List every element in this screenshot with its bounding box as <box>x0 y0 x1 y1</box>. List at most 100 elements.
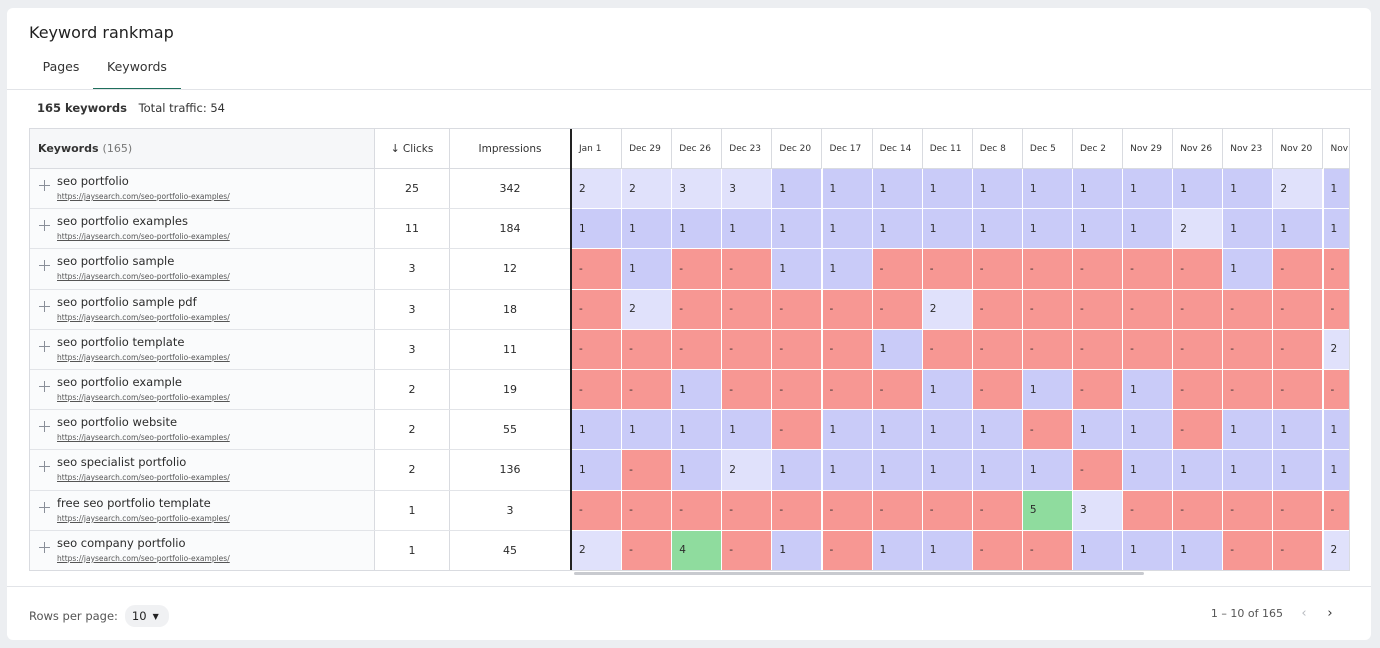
rank-cell[interactable]: - <box>1073 289 1124 330</box>
rank-cell[interactable]: - <box>1223 289 1274 330</box>
expand-plus-icon[interactable] <box>39 461 50 473</box>
table-row[interactable]: seo company portfolio https://jaysearch.c… <box>30 530 570 570</box>
rank-cell[interactable]: - <box>722 329 773 370</box>
rank-cell[interactable]: 1 <box>572 410 623 451</box>
rank-cell[interactable]: - <box>772 289 823 330</box>
rank-cell[interactable]: 1 <box>1323 450 1349 491</box>
rank-cell[interactable]: 1 <box>1273 410 1324 451</box>
tab-keywords[interactable]: Keywords <box>93 58 181 90</box>
rank-cell[interactable]: 1 <box>1123 410 1174 451</box>
date-column-header[interactable]: Dec 14 <box>872 129 923 169</box>
previous-page-icon[interactable]: ‹ <box>1301 606 1307 621</box>
rank-cell[interactable]: 1 <box>822 410 873 451</box>
rank-cell[interactable]: 1 <box>1323 209 1349 250</box>
rank-cell[interactable]: 1 <box>822 249 873 290</box>
rank-cell[interactable]: - <box>722 530 773 570</box>
rank-cell[interactable]: - <box>772 490 823 531</box>
rank-cell[interactable]: 2 <box>622 169 673 210</box>
date-column-header[interactable]: Dec 11 <box>922 129 973 169</box>
rank-cell[interactable]: 1 <box>822 169 873 210</box>
rank-cell[interactable]: - <box>822 490 873 531</box>
rank-cell[interactable]: 3 <box>722 169 773 210</box>
rank-cell[interactable]: - <box>822 329 873 370</box>
rank-cell[interactable]: 1 <box>1173 450 1224 491</box>
rank-cell[interactable]: 1 <box>1323 410 1349 451</box>
table-row[interactable]: seo portfolio example https://jaysearch.c… <box>30 370 570 411</box>
table-row[interactable]: seo portfolio website https://jaysearch.c… <box>30 410 570 451</box>
rank-cell[interactable]: 1 <box>672 410 723 451</box>
rank-cell[interactable]: - <box>1173 249 1224 290</box>
rank-cell[interactable]: 1 <box>1073 209 1124 250</box>
rank-cell[interactable]: - <box>1022 530 1073 570</box>
keyword-url-link[interactable]: https://jaysearch.com/seo-portfolio-exam… <box>57 272 230 282</box>
date-column-header[interactable]: Dec 23 <box>722 129 773 169</box>
rank-cell[interactable]: 1 <box>922 450 973 491</box>
date-column-header[interactable]: Dec 5 <box>1022 129 1073 169</box>
rank-cell[interactable]: 1 <box>622 209 673 250</box>
rank-cell[interactable]: - <box>972 370 1023 411</box>
rank-cell[interactable]: 1 <box>772 530 823 570</box>
keyword-url-link[interactable]: https://jaysearch.com/seo-portfolio-exam… <box>57 352 230 362</box>
rank-cell[interactable]: - <box>1323 490 1349 531</box>
rank-cell[interactable]: - <box>922 490 973 531</box>
rank-cell[interactable]: - <box>1173 410 1224 451</box>
date-column-header[interactable]: Nov 26 <box>1173 129 1224 169</box>
rank-cell[interactable]: 1 <box>1223 249 1274 290</box>
rank-cell[interactable]: - <box>622 530 673 570</box>
rank-cell[interactable]: 1 <box>622 410 673 451</box>
rank-cell[interactable]: - <box>1022 289 1073 330</box>
keyword-url-link[interactable]: https://jaysearch.com/seo-portfolio-exam… <box>57 473 230 483</box>
rank-cell[interactable]: - <box>1073 370 1124 411</box>
rank-cell[interactable]: 1 <box>672 209 723 250</box>
date-column-header[interactable]: Dec 8 <box>972 129 1023 169</box>
rank-cell[interactable]: - <box>572 329 623 370</box>
rank-cell[interactable]: - <box>1073 249 1124 290</box>
expand-plus-icon[interactable] <box>39 220 50 232</box>
rank-cell[interactable]: - <box>1323 289 1349 330</box>
rank-cell[interactable]: 1 <box>1073 410 1124 451</box>
rank-cell[interactable]: 1 <box>972 450 1023 491</box>
rank-cell[interactable]: 2 <box>622 289 673 330</box>
rank-cell[interactable]: - <box>1173 370 1224 411</box>
rank-cell[interactable]: 2 <box>1323 329 1349 370</box>
rank-cell[interactable]: 1 <box>722 209 773 250</box>
rank-cell[interactable]: - <box>922 249 973 290</box>
date-column-header[interactable]: Dec 20 <box>772 129 823 169</box>
date-column-header[interactable]: Dec 17 <box>822 129 873 169</box>
rank-cell[interactable]: - <box>922 329 973 370</box>
rank-cell[interactable]: - <box>1223 490 1274 531</box>
rank-cell[interactable]: 1 <box>1123 169 1174 210</box>
rank-cell[interactable]: 1 <box>1073 530 1124 570</box>
rank-cell[interactable]: - <box>1123 249 1174 290</box>
rank-cell[interactable]: - <box>1273 530 1324 570</box>
rank-cell[interactable]: - <box>972 329 1023 370</box>
rank-cell[interactable]: 1 <box>772 249 823 290</box>
expand-plus-icon[interactable] <box>39 300 50 312</box>
rank-cell[interactable]: 1 <box>1173 169 1224 210</box>
table-row[interactable]: seo portfolio examples https://jaysearch.… <box>30 209 570 250</box>
rank-cell[interactable]: - <box>622 450 673 491</box>
rank-cell[interactable]: - <box>1173 490 1224 531</box>
rank-cell[interactable]: 1 <box>922 209 973 250</box>
table-row[interactable]: seo portfolio sample https://jaysearch.co… <box>30 249 570 290</box>
rank-cell[interactable]: 2 <box>1273 169 1324 210</box>
rank-cell[interactable]: - <box>822 530 873 570</box>
rank-cell[interactable]: 1 <box>772 209 823 250</box>
rank-cell[interactable]: 2 <box>1323 530 1349 570</box>
rank-cell[interactable]: 1 <box>772 450 823 491</box>
expand-plus-icon[interactable] <box>39 340 50 352</box>
rank-cell[interactable]: 1 <box>872 169 923 210</box>
rank-cell[interactable]: 3 <box>672 169 723 210</box>
rank-cell[interactable]: 5 <box>1022 490 1073 531</box>
rank-cell[interactable]: - <box>1273 370 1324 411</box>
rank-cell[interactable]: 1 <box>1223 450 1274 491</box>
rank-cell[interactable]: - <box>722 289 773 330</box>
rank-cell[interactable]: - <box>872 490 923 531</box>
rank-cell[interactable]: 1 <box>1123 209 1174 250</box>
rank-cell[interactable]: 1 <box>622 249 673 290</box>
rank-cell[interactable]: 1 <box>872 450 923 491</box>
rank-cell[interactable]: 1 <box>1223 410 1274 451</box>
rank-cell[interactable]: 1 <box>972 209 1023 250</box>
date-column-header[interactable]: Jan 1 <box>572 129 623 169</box>
rank-cell[interactable]: 1 <box>1273 209 1324 250</box>
